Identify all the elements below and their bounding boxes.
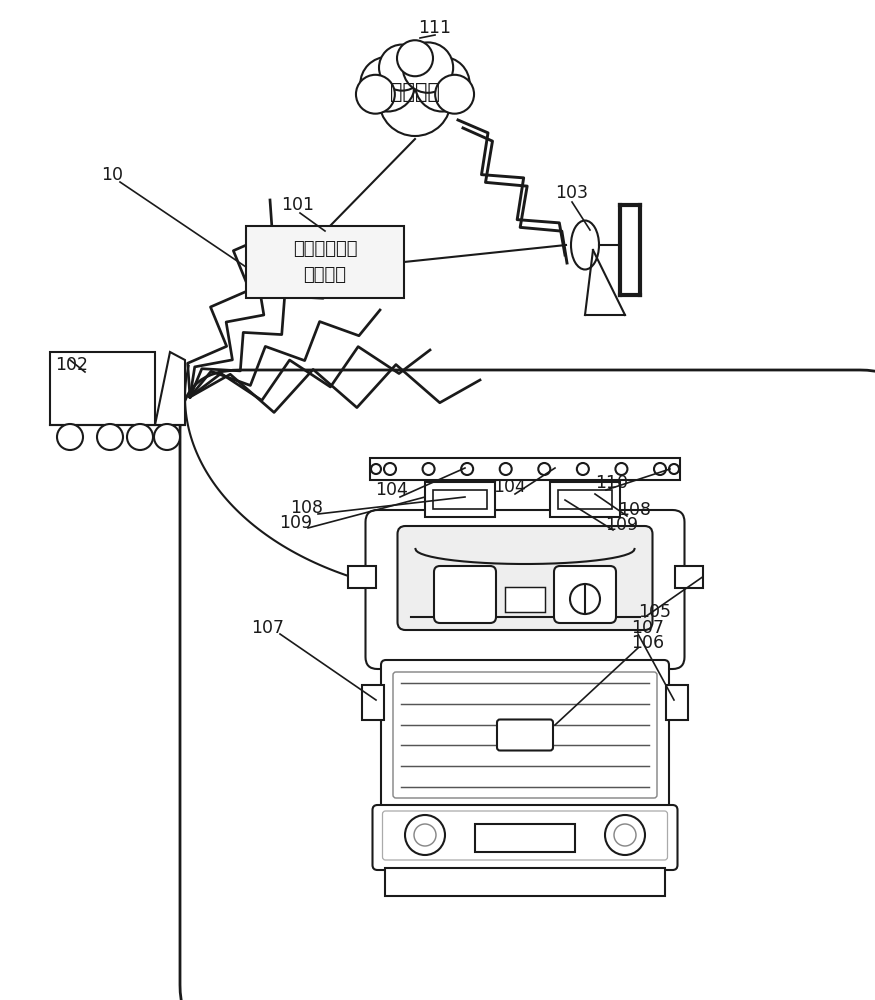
FancyBboxPatch shape: [497, 720, 553, 750]
Bar: [666, 685, 688, 720]
Text: 云服务器: 云服务器: [390, 82, 440, 102]
FancyBboxPatch shape: [366, 510, 684, 669]
Text: 104: 104: [375, 481, 409, 499]
Bar: [550, 482, 620, 517]
Bar: [433, 490, 487, 509]
Text: 101: 101: [282, 196, 314, 214]
Bar: [246, 226, 404, 298]
Text: 107: 107: [632, 619, 664, 637]
FancyBboxPatch shape: [554, 566, 616, 623]
FancyBboxPatch shape: [381, 660, 669, 810]
Bar: [50, 352, 155, 425]
FancyBboxPatch shape: [180, 370, 875, 1000]
Text: 105: 105: [639, 603, 671, 621]
Text: 109: 109: [279, 514, 312, 532]
Polygon shape: [155, 352, 185, 425]
Bar: [425, 482, 495, 517]
Bar: [475, 824, 575, 852]
Text: 可移动设备的: 可移动设备的: [293, 240, 357, 258]
Text: 108: 108: [619, 501, 652, 519]
Bar: [558, 490, 612, 509]
Circle shape: [97, 424, 123, 450]
Circle shape: [356, 75, 395, 114]
Text: 108: 108: [290, 499, 324, 517]
Text: 103: 103: [556, 184, 589, 202]
Ellipse shape: [571, 221, 599, 269]
Circle shape: [402, 42, 453, 93]
Circle shape: [379, 45, 425, 91]
Text: 109: 109: [606, 516, 639, 534]
FancyBboxPatch shape: [434, 566, 496, 623]
Text: 111: 111: [418, 19, 452, 37]
FancyBboxPatch shape: [373, 805, 677, 870]
Bar: [675, 566, 703, 588]
Bar: [370, 458, 680, 480]
Text: 定位装置: 定位装置: [304, 266, 347, 284]
Text: 110: 110: [596, 474, 628, 492]
Circle shape: [360, 57, 415, 112]
Circle shape: [57, 424, 83, 450]
Text: 10: 10: [101, 166, 123, 184]
FancyBboxPatch shape: [397, 526, 653, 630]
Text: 104: 104: [493, 478, 527, 496]
Circle shape: [154, 424, 180, 450]
Text: 106: 106: [632, 634, 665, 652]
Circle shape: [415, 57, 470, 112]
Bar: [362, 685, 384, 720]
Bar: [385, 868, 665, 896]
Circle shape: [127, 424, 153, 450]
Circle shape: [605, 815, 645, 855]
Bar: [505, 587, 545, 612]
Circle shape: [379, 64, 451, 136]
Circle shape: [371, 464, 381, 474]
Circle shape: [405, 815, 445, 855]
Text: 102: 102: [55, 356, 88, 374]
Circle shape: [669, 464, 679, 474]
Text: 107: 107: [251, 619, 284, 637]
Bar: [347, 566, 375, 588]
Circle shape: [435, 75, 474, 114]
Circle shape: [397, 40, 433, 76]
